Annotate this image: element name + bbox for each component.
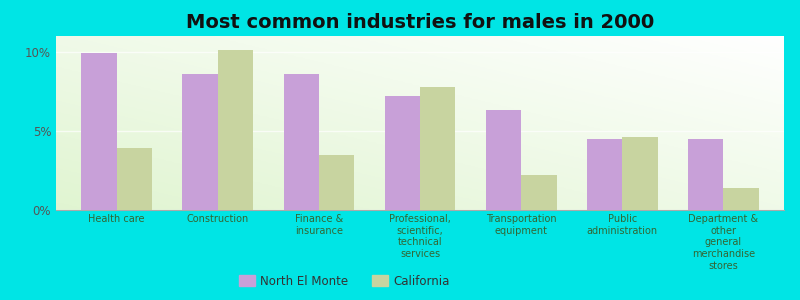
Bar (218, 50, 253, 210)
Title: Most common industries for males in 2000: Most common industries for males in 2000 (186, 13, 654, 32)
Bar (420, 87, 455, 210)
Bar (82, 53, 117, 210)
Bar (117, 148, 152, 210)
Legend: North El Monte, California: North El Monte, California (235, 271, 453, 291)
Bar (587, 139, 622, 210)
Bar (723, 188, 758, 210)
Bar (622, 137, 658, 210)
Bar (521, 175, 557, 210)
Bar (319, 154, 354, 210)
Bar (283, 74, 319, 210)
Bar (688, 139, 723, 210)
Bar (385, 96, 420, 210)
Bar (182, 74, 218, 210)
Bar (486, 110, 521, 210)
